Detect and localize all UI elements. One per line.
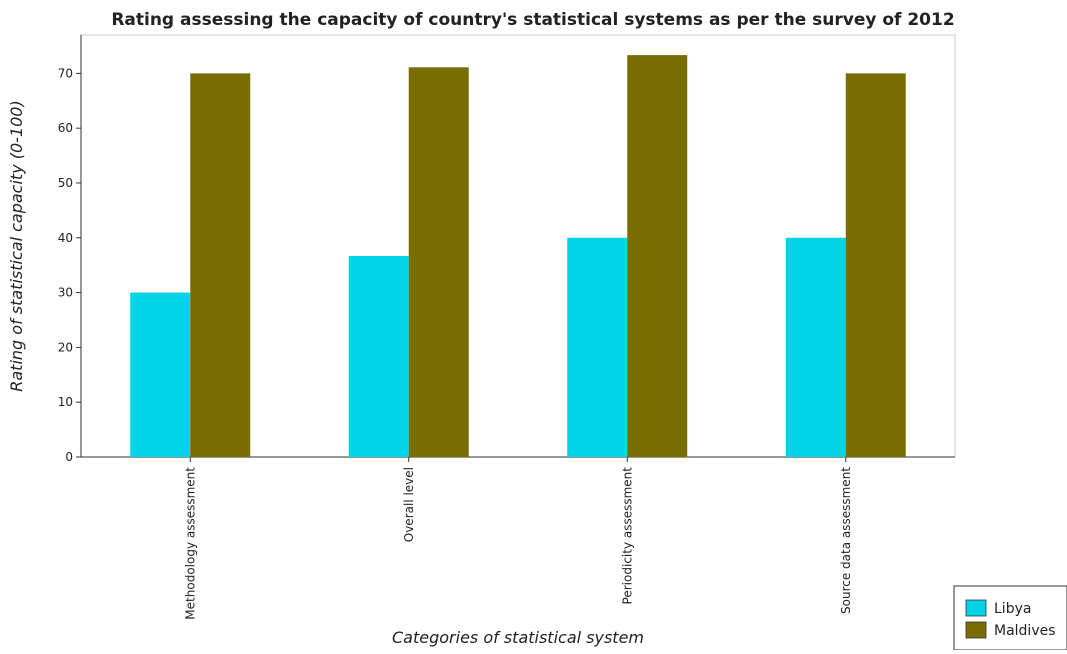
y-tick-label: 50 [58,176,73,190]
bar-maldives [190,73,251,457]
y-tick-label: 60 [58,121,73,135]
legend-box [953,585,1067,651]
y-tick-label: 40 [58,231,73,245]
x-tick-label: Methodology assessment [183,467,197,620]
bar-maldives [627,55,688,458]
x-tick-label: Periodicity assessment [620,467,634,605]
bar-libya [348,256,409,457]
bar-libya [130,292,191,457]
y-tick-label: 20 [58,340,73,354]
legend-swatch-libya [965,599,987,617]
legend-label-libya: Libya [994,601,1031,617]
y-tick-label: 70 [58,66,73,80]
x-tick-label: Overall level [402,467,416,542]
y-tick-label: 30 [58,286,73,300]
y-tick-label: 10 [58,395,73,409]
bar-libya [785,237,846,457]
x-axis-label: Categories of statistical system [392,628,644,647]
y-axis-label: Rating of statistical capacity (0-100) [7,100,26,391]
legend-label-maldives: Maldives [994,623,1056,639]
plot-area: 0 10 20 30 40 50 60 70 Methodology assessment Ove… [58,34,956,620]
bar-libya [567,237,628,457]
x-tick-label: Source data assessment [839,467,853,614]
chart-title: Rating assessing the capacity of country… [111,10,954,30]
legend: Libya Maldives [953,585,1067,651]
bar-maldives [408,67,469,457]
bar-maldives [845,73,906,457]
y-tick-label: 0 [65,450,73,464]
legend-swatch-maldives [965,621,987,639]
